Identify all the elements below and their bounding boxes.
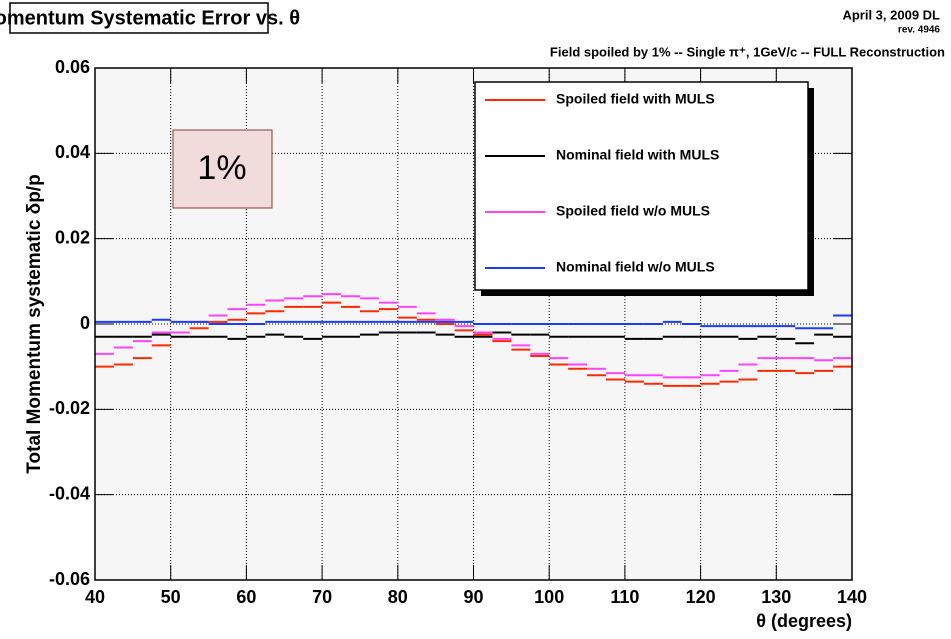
annotation: 1% [197,149,246,187]
x-tick-label: 60 [236,587,256,607]
y-tick-label: 0.04 [55,142,90,162]
legend-label: Nominal field w/o MULS [556,259,715,275]
subtitle: Field spoiled by 1% -- Single π⁺, 1GeV/c… [550,44,945,59]
annotation-box [172,129,273,209]
legend-label: Spoiled field w/o MULS [556,203,710,219]
chart-title: Momentum Systematic Error vs. θ [0,7,300,29]
plot-frame [94,67,853,581]
x-tick-label: 100 [534,587,564,607]
y-tick-label: -0.02 [49,398,90,418]
legend: Spoiled field with MULS Nominal field wit… [485,91,719,275]
title-box [9,2,269,34]
x-axis-label: θ (degrees) [756,611,852,631]
y-tick-label: 0.02 [55,227,90,247]
x-tick-label: 120 [686,587,716,607]
legend-label: Spoiled field with MULS [556,91,715,107]
legend-label: Nominal field with MULS [556,147,719,163]
x-tick-label: 80 [388,587,408,607]
y-tick-label: 0 [80,313,90,333]
x-tick-label: 50 [161,587,181,607]
revision: rev. 4946 [898,25,941,36]
y-tick-label: -0.04 [49,483,90,503]
y-tick-label: -0.06 [49,569,90,589]
x-tick-label: 70 [312,587,332,607]
y-axis-label: Total Momentum systematic δp/p [24,174,45,473]
x-tick-label: 40 [85,587,105,607]
y-tick-label: 0.06 [55,57,90,77]
x-tick-label: 130 [761,587,791,607]
x-tick-label: 140 [837,587,867,607]
x-tick-label: 110 [610,587,639,607]
legend-box [474,81,809,291]
marks [95,293,852,387]
x-tick-label: 90 [463,587,483,607]
date: April 3, 2009 DL [842,7,940,22]
